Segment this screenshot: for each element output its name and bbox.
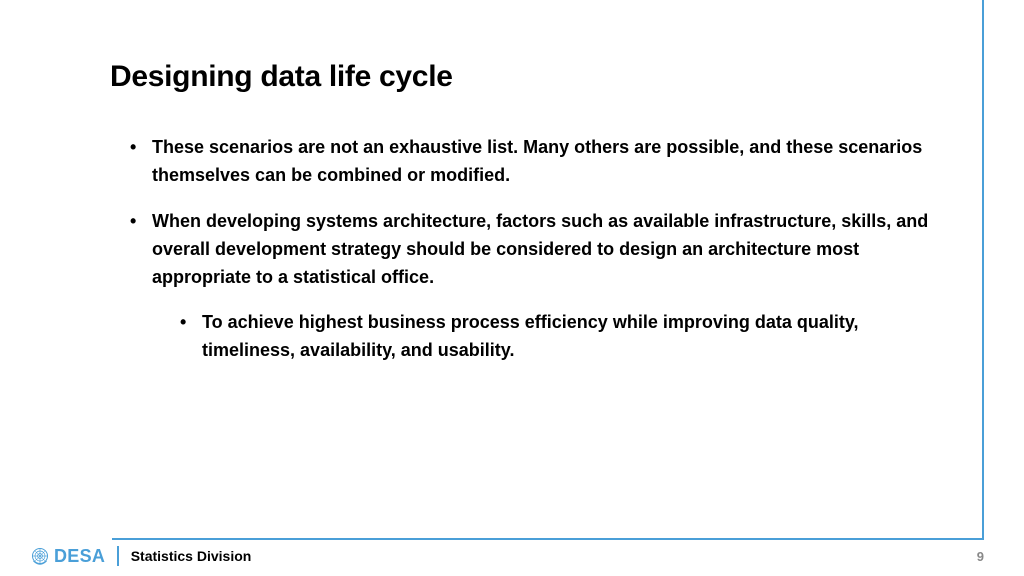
- bullet-text: When developing systems architecture, fa…: [152, 211, 928, 287]
- slide-content: These scenarios are not an exhaustive li…: [110, 134, 944, 365]
- border-right: [982, 0, 984, 540]
- bullet-list: These scenarios are not an exhaustive li…: [130, 134, 944, 365]
- sub-bullet-item: To achieve highest business process effi…: [180, 309, 944, 365]
- slide-container: Designing data life cycle These scenario…: [0, 0, 1024, 576]
- slide-title: Designing data life cycle: [110, 60, 944, 94]
- division-name: Statistics Division: [131, 548, 252, 564]
- bullet-item: When developing systems architecture, fa…: [130, 208, 944, 365]
- logo-group: DESA: [30, 546, 105, 567]
- org-acronym: DESA: [54, 546, 105, 567]
- footer-divider: [117, 546, 119, 566]
- page-number: 9: [977, 549, 984, 564]
- sub-bullet-text: To achieve highest business process effi…: [202, 312, 859, 360]
- un-emblem-icon: [30, 546, 50, 566]
- bullet-item: These scenarios are not an exhaustive li…: [130, 134, 944, 190]
- bullet-text: These scenarios are not an exhaustive li…: [152, 137, 922, 185]
- sub-bullet-list: To achieve highest business process effi…: [152, 309, 944, 365]
- footer: DESA Statistics Division 9: [0, 540, 1024, 576]
